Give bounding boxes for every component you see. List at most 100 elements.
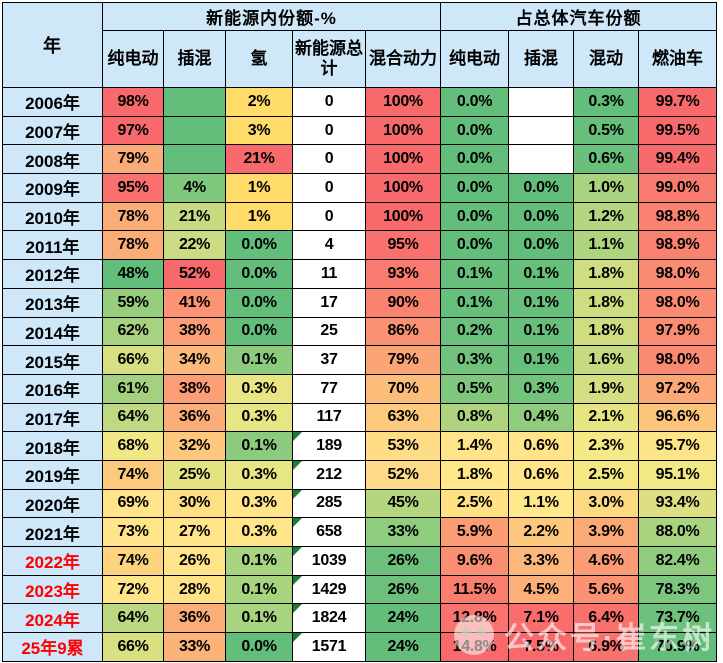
- table-cell: 1824: [292, 603, 366, 634]
- table-cell: 41%: [163, 287, 226, 318]
- table-row: 2022年 74% 26% 0.1% 1039 26% 9.6% 3.3% 4.6% 82.4%: [2, 546, 718, 576]
- table-cell: 82.4%: [638, 546, 718, 576]
- table-cell: 0.6%: [508, 431, 575, 461]
- table-cell: 4: [292, 230, 366, 261]
- table-cell: 4%: [163, 173, 226, 203]
- table-cell: 5.9%: [440, 517, 510, 547]
- table-cell: 100%: [364, 87, 442, 117]
- table-cell: 48%: [102, 259, 164, 289]
- table-cell: 0.0%: [225, 632, 293, 662]
- table-cell: 98.0%: [638, 259, 718, 289]
- table-cell: 0.8%: [440, 402, 510, 433]
- table-cell: 97%: [102, 115, 164, 146]
- table-cell: 2%: [225, 87, 293, 117]
- row-year-label: 2011年: [2, 230, 103, 261]
- table-cell: [508, 87, 575, 117]
- table-cell: 0.1%: [225, 431, 293, 461]
- table-cell: 0.0%: [440, 87, 510, 117]
- table-cell: 189: [292, 431, 366, 461]
- table-cell: 62%: [102, 316, 164, 347]
- table-cell: 0: [292, 173, 366, 203]
- row-year-label: 2009年: [2, 173, 103, 203]
- table-cell: [163, 87, 226, 117]
- table-cell: 1.2%: [573, 201, 640, 232]
- table-cell: 38%: [163, 316, 226, 347]
- column-header-6: 插混: [508, 30, 575, 88]
- table-cell: 33%: [364, 517, 442, 547]
- table-cell: 69%: [102, 488, 164, 519]
- table-cell: 1.0%: [573, 173, 640, 203]
- table-cell: 2.5%: [573, 459, 640, 490]
- table-cell: 0.3%: [225, 402, 293, 433]
- table-cell: 70%: [364, 373, 442, 404]
- table-cell: 0.1%: [225, 546, 293, 576]
- table-cell: 1039: [292, 546, 366, 576]
- table-cell: 0.0%: [225, 316, 293, 347]
- table-cell: 72%: [102, 574, 164, 605]
- table-cell: [163, 144, 226, 175]
- table-cell: 0.1%: [508, 316, 575, 347]
- table-cell: 0.0%: [440, 201, 510, 232]
- table-cell: 0.0%: [225, 259, 293, 289]
- table-row: 2020年 69% 30% 0.3% 285 45% 2.5% 1.1% 3.0% 93.4%: [2, 488, 718, 519]
- table-cell: [508, 115, 575, 146]
- table-cell: 0.2%: [440, 316, 510, 347]
- table-cell: 66%: [102, 632, 164, 662]
- table-cell: 0.1%: [440, 287, 510, 318]
- column-header-5: 纯电动: [440, 30, 510, 88]
- table-cell: 100%: [364, 115, 442, 146]
- table-cell: 34%: [163, 345, 226, 375]
- table-cell: 86%: [364, 316, 442, 347]
- table-cell: [163, 115, 226, 146]
- table-cell: 0.3%: [573, 87, 640, 117]
- table-cell: 36%: [163, 603, 226, 634]
- table-cell: 27%: [163, 517, 226, 547]
- table-row: 2007年 97% 3% 0 100% 0.0% 0.5% 99.5%: [2, 115, 718, 146]
- column-header-2: 氢: [225, 30, 293, 88]
- column-header-0: 纯电动: [102, 30, 164, 88]
- row-year-label: 2007年: [2, 115, 103, 146]
- row-year-label: 2013年: [2, 287, 103, 318]
- table-cell: 0.0%: [225, 230, 293, 261]
- table-cell: 78.3%: [638, 574, 718, 605]
- table-cell: 24%: [364, 632, 442, 662]
- table-cell: 5.6%: [573, 574, 640, 605]
- table-row: 2017年 64% 36% 0.3% 117 63% 0.8% 0.4% 2.1% 96.6%: [2, 402, 718, 433]
- table-cell: 0.3%: [225, 459, 293, 490]
- table-cell: 99.7%: [638, 87, 718, 117]
- column-header-row: 纯电动 插混氢新能源总计 混合动力 纯电动 插混 混动 燃油车: [3, 30, 718, 88]
- table-cell: 7.5%: [508, 632, 575, 662]
- row-year-label: 2014年: [2, 316, 103, 347]
- table-cell: 3.9%: [573, 517, 640, 547]
- table-cell: 0: [292, 115, 366, 146]
- table-cell: 0.1%: [508, 345, 575, 375]
- table-cell: 36%: [163, 402, 226, 433]
- table-cell: 658: [292, 517, 366, 547]
- table-cell: 0.5%: [573, 115, 640, 146]
- table-cell: 25: [292, 316, 366, 347]
- table-cell: 64%: [102, 603, 164, 634]
- table-cell: 4.5%: [508, 574, 575, 605]
- table-cell: 26%: [364, 574, 442, 605]
- table-cell: 0: [292, 144, 366, 175]
- row-year-label: 2021年: [2, 517, 103, 547]
- table-cell: 0.0%: [440, 230, 510, 261]
- row-year-label: 2012年: [2, 259, 103, 289]
- table-cell: 3.3%: [508, 546, 575, 576]
- table-cell: 12.8%: [440, 603, 510, 634]
- table-row: 2024年 64% 36% 0.1% 1824 24% 12.8% 7.1% 6.4% 73.7%: [2, 603, 718, 634]
- table-cell: 79%: [102, 144, 164, 175]
- table-cell: 99.0%: [638, 173, 718, 203]
- row-year-label: 2018年: [2, 431, 103, 461]
- table-row: 2021年 73% 27% 0.3% 658 33% 5.9% 2.2% 3.9% 88.0%: [2, 517, 718, 547]
- table-cell: 0.1%: [508, 287, 575, 318]
- table-row: 25年9累 66% 33% 0.0% 1571 24% 14.8% 7.5% 6.9% 70.9%: [2, 632, 718, 662]
- table-cell: 11.5%: [440, 574, 510, 605]
- table-cell: 64%: [102, 402, 164, 433]
- table-cell: 53%: [364, 431, 442, 461]
- table-cell: 98%: [102, 87, 164, 117]
- table-cell: 0.3%: [225, 373, 293, 404]
- table-cell: 0.1%: [225, 603, 293, 634]
- table-cell: 0.0%: [440, 173, 510, 203]
- table-cell: 98.9%: [638, 230, 718, 261]
